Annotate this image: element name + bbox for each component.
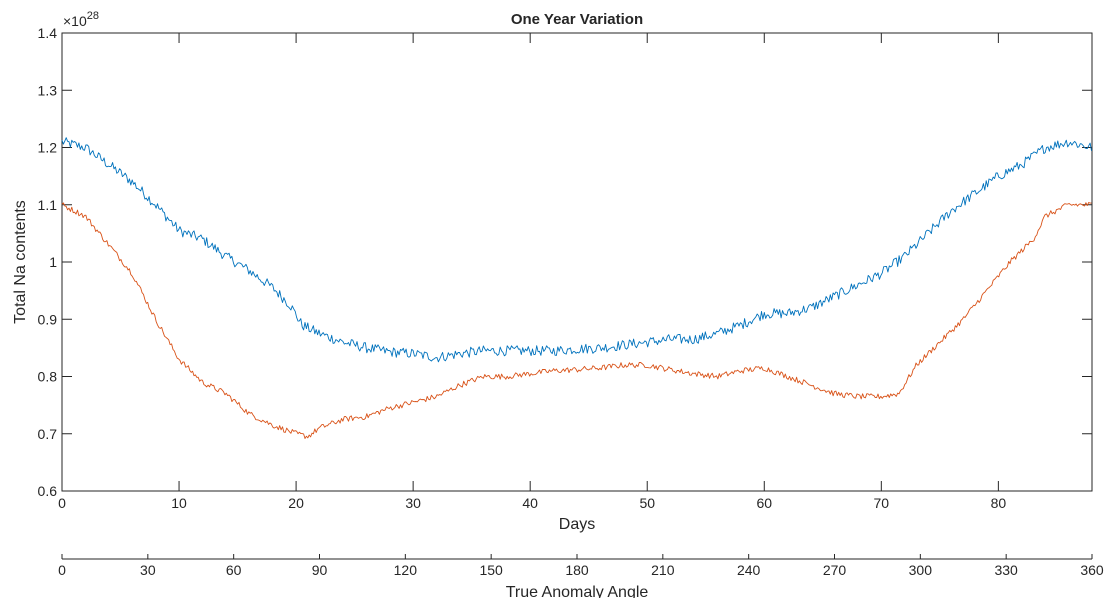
y-tick-label: 1 [49,254,57,270]
secondary-x-tick-label: 0 [58,562,66,578]
secondary-x-axis-label: True Anomaly Angle [506,584,649,598]
x-tick-label: 80 [991,495,1007,511]
x-axis-label: Days [559,516,595,533]
y-tick-label: 0.6 [38,483,58,499]
secondary-x-tick-label: 150 [479,562,503,578]
chart-title: One Year Variation [511,11,643,28]
y-tick-label: 0.7 [38,426,58,442]
secondary-x-tick-label: 120 [394,562,418,578]
secondary-x-tick-label: 240 [737,562,761,578]
y-tick-label: 0.9 [38,311,58,327]
x-tick-label: 20 [288,495,304,511]
x-tick-label: 10 [171,495,187,511]
plot-area [61,32,1093,492]
x-tick-label: 40 [522,495,538,511]
x-tick-label: 50 [639,495,655,511]
secondary-x-tick-label: 300 [909,562,933,578]
secondary-x-tick-label: 90 [312,562,328,578]
secondary-x-tick-label: 30 [140,562,156,578]
y-exponent-power: 28 [87,10,99,22]
y-exponent-base: ×10 [63,13,87,29]
secondary-x-tick-label: 330 [994,562,1018,578]
y-tick-label: 1.3 [38,82,58,98]
y-tick-label: 0.8 [38,369,58,385]
x-tick-label: 0 [58,495,66,511]
secondary-x-tick-label: 270 [823,562,847,578]
y-tick-label: 1.2 [38,140,58,156]
series-line-1 [61,137,1092,363]
y-exponent-label: ×1028 [63,10,99,29]
x-tick-label: 60 [756,495,772,511]
ticks-layer: 0.6 0.7 0.8 0.9 1 1.1 1.2 1.3 1.4 0 10 20 30 40 50 60 70… [38,25,1104,578]
secondary-x-tick-label: 210 [651,562,675,578]
series-line-2 [61,202,1092,439]
y-tick-label: 1.1 [38,197,58,213]
y-tick-label: 1.4 [38,25,58,41]
secondary-x-tick-label: 360 [1080,562,1104,578]
y-axis-label: Total Na contents [12,200,29,324]
x-tick-label: 30 [405,495,421,511]
secondary-x-tick-label: 180 [565,562,589,578]
secondary-x-tick-label: 60 [226,562,242,578]
series-layer [61,137,1092,439]
x-tick-label: 70 [874,495,890,511]
